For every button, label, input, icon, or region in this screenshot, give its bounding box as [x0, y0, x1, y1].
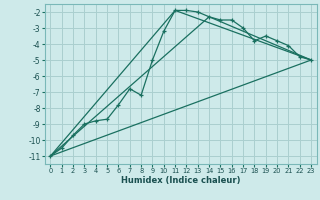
- X-axis label: Humidex (Indice chaleur): Humidex (Indice chaleur): [121, 176, 241, 185]
